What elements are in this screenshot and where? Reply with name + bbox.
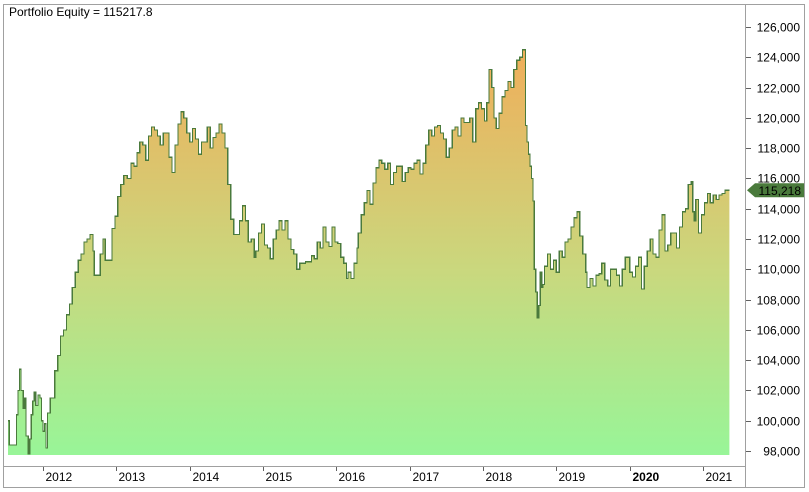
- y-tick-label: 102,000: [757, 384, 801, 398]
- last-value-badge-shape: [747, 183, 804, 198]
- x-tick-label: 2018: [486, 470, 513, 484]
- last-value-label: 115,218: [759, 184, 802, 198]
- equity-line: [8, 49, 730, 455]
- y-tick-label: 106,000: [757, 324, 801, 338]
- y-axis-ticks: 98,000 100,000 102,000 104,000 106,000 108,00…: [746, 21, 800, 459]
- last-value-badge: 115,218: [747, 183, 804, 198]
- y-tick-label: 100,000: [757, 415, 801, 429]
- y-tick-label: 110,000: [758, 263, 801, 277]
- x-tick-label: 2019: [559, 470, 586, 484]
- x-tick-label: 2012: [46, 470, 73, 484]
- y-tick-label: 116,000: [758, 172, 801, 186]
- x-tick-label: 2013: [119, 470, 146, 484]
- y-tick-label: 98,000: [763, 445, 800, 459]
- x-tick-label: 2014: [193, 470, 220, 484]
- y-tick-label: 114,000: [758, 203, 801, 217]
- x-axis-ticks: 2012 2013 2014 2015 2016 2017 2018 2019 2020 2021: [43, 467, 733, 484]
- x-tick-label: 2020: [633, 470, 660, 484]
- chart-title: Portfolio Equity = 115217.8: [9, 5, 153, 19]
- x-tick-label: 2015: [266, 470, 293, 484]
- y-tick-label: 122,000: [757, 82, 801, 96]
- x-tick-label: 2016: [339, 470, 366, 484]
- x-tick-label: 2021: [706, 470, 733, 484]
- y-tick-label: 108,000: [757, 294, 801, 308]
- y-tick-label: 124,000: [757, 51, 801, 65]
- y-tick-label: 118,000: [758, 142, 801, 156]
- y-tick-label: 126,000: [757, 21, 801, 35]
- equity-area-fill: [8, 49, 730, 455]
- x-tick-label: 2017: [413, 470, 440, 484]
- y-tick-label: 112,000: [758, 233, 801, 247]
- y-tick-label: 104,000: [757, 354, 801, 368]
- y-tick-label: 120,000: [757, 112, 801, 126]
- plot-area: [8, 49, 730, 455]
